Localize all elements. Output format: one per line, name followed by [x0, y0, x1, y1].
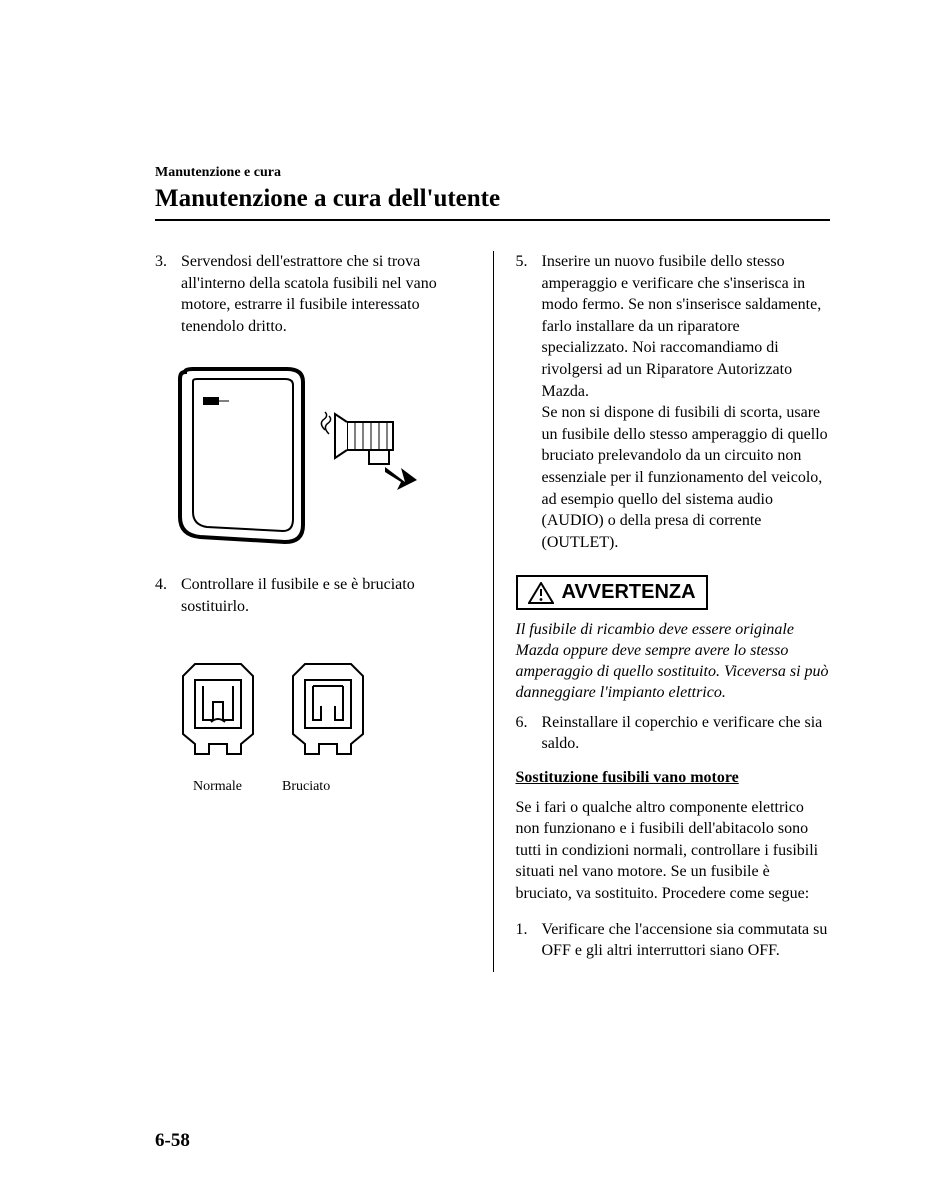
fuse-labels: Normale Bruciato: [193, 779, 471, 795]
title-rule: [155, 219, 830, 221]
step-6: 6. Reinstallare il coperchio e verificar…: [516, 712, 831, 755]
sub-heading: Sostituzione fusibili vano motore: [516, 769, 831, 787]
step-number: 1.: [516, 919, 542, 962]
fuse-box-diagram-icon: [165, 357, 425, 547]
page-number: 6-58: [155, 1130, 190, 1152]
content-columns: 3. Servendosi dell'estrattore che si tro…: [155, 251, 830, 972]
warning-text: Il fusibile di ricambio deve essere orig…: [516, 620, 831, 703]
step-text: Verificare che l'accensione sia commutat…: [542, 919, 831, 962]
fuse-comparison-figure: Normale Bruciato: [165, 658, 471, 795]
fuse-box-figure: [165, 357, 471, 552]
paragraph: Se i fari o qualche altro componente ele…: [516, 797, 831, 905]
fuse-label-normal: Normale: [193, 779, 242, 795]
warning-box: AVVERTENZA: [516, 575, 708, 610]
page-title: Manutenzione a cura dell'utente: [155, 185, 830, 213]
warning-triangle-icon: [528, 582, 554, 604]
right-column: 5. Inserire un nuovo fusibile dello stes…: [493, 251, 831, 972]
step-number: 4.: [155, 574, 181, 617]
warning-label: AVVERTENZA: [562, 581, 696, 604]
fuse-comparison-icon: [165, 658, 395, 768]
step-text: Inserire un nuovo fusibile dello stesso …: [542, 251, 831, 553]
step-4: 4. Controllare il fusibile e se è brucia…: [155, 574, 471, 617]
step-number: 6.: [516, 712, 542, 755]
step-3: 3. Servendosi dell'estrattore che si tro…: [155, 251, 471, 337]
manual-page: Manutenzione e cura Manutenzione a cura …: [0, 0, 925, 1200]
step-text: Reinstallare il coperchio e verificare c…: [542, 712, 831, 755]
sub-step-1: 1. Verificare che l'accensione sia commu…: [516, 919, 831, 962]
breadcrumb: Manutenzione e cura: [155, 165, 830, 181]
step-text: Servendosi dell'estrattore che si trova …: [181, 251, 471, 337]
step-number: 5.: [516, 251, 542, 553]
step-number: 3.: [155, 251, 181, 337]
fuse-label-blown: Bruciato: [282, 779, 330, 795]
step-5: 5. Inserire un nuovo fusibile dello stes…: [516, 251, 831, 553]
step-text: Controllare il fusibile e se è bruciato …: [181, 574, 471, 617]
left-column: 3. Servendosi dell'estrattore che si tro…: [155, 251, 493, 972]
